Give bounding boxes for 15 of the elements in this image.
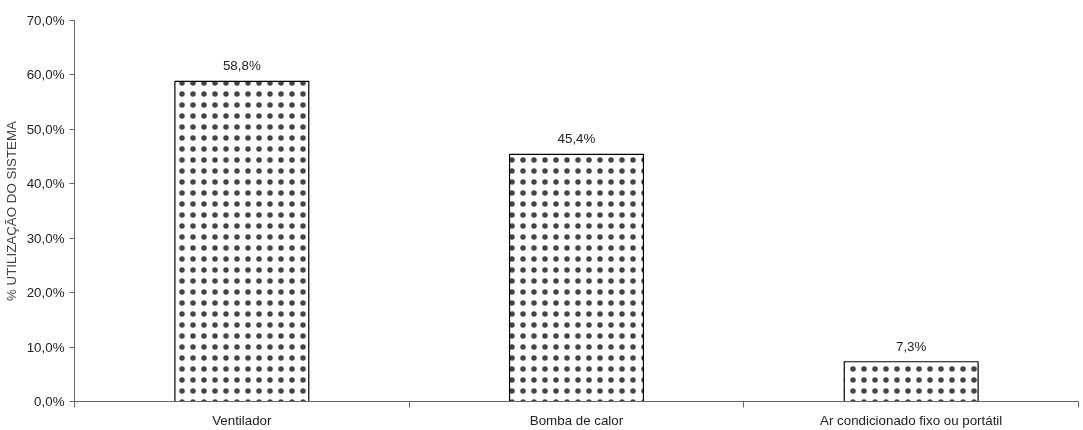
- data-label: 7,3%: [895, 338, 927, 354]
- data-label: 45,4%: [557, 131, 596, 147]
- y-tick-label: 20,0%: [26, 285, 65, 301]
- y-axis-title: % UTILIZAÇÃO DO SISTEMA: [3, 120, 19, 301]
- y-tick-label: 30,0%: [26, 230, 65, 246]
- y-tick-label: 70,0%: [26, 13, 65, 28]
- y-tick-label: 0,0%: [34, 394, 65, 409]
- y-tick-label: 40,0%: [26, 176, 65, 192]
- x-tick-label: Bomba de calor: [529, 412, 624, 428]
- x-tick-label: Ar condicionado fixo ou portátil: [820, 412, 1003, 428]
- y-tick-label: 50,0%: [26, 121, 65, 137]
- data-label: 58,8%: [222, 58, 261, 74]
- y-tick-label: 10,0%: [26, 339, 65, 355]
- x-tick-label: Ventilador: [212, 412, 273, 428]
- y-tick-label: 60,0%: [26, 67, 65, 83]
